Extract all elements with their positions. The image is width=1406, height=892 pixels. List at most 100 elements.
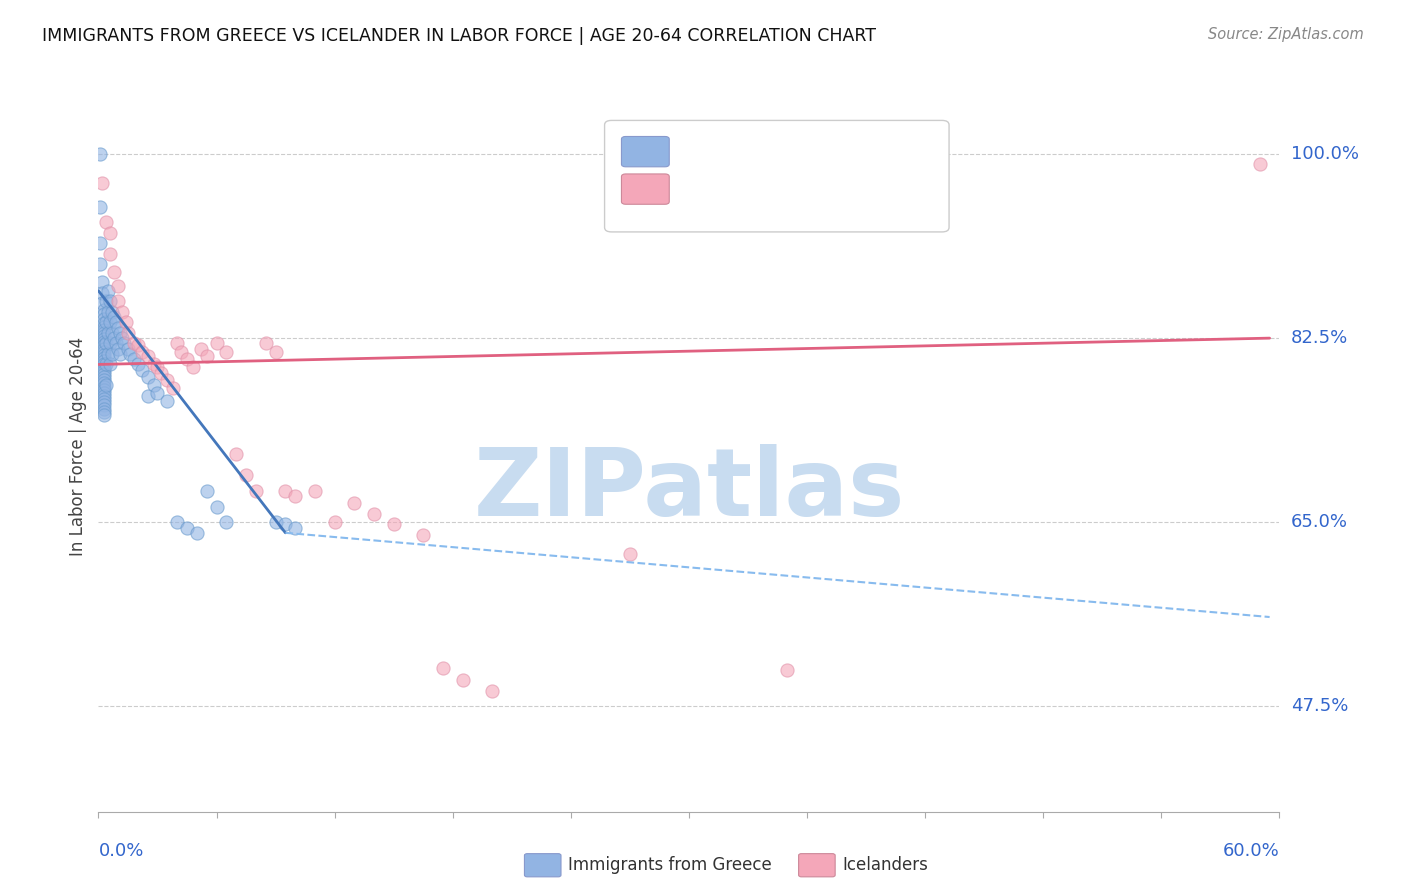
Point xyxy=(93,323,115,337)
Point xyxy=(142,358,165,372)
Point xyxy=(176,520,198,534)
Point xyxy=(93,307,115,321)
Point xyxy=(166,516,188,530)
Point xyxy=(93,373,115,387)
Point xyxy=(93,358,115,372)
Point xyxy=(93,379,115,393)
Point xyxy=(235,467,257,482)
Point xyxy=(304,483,326,498)
Text: 65.0%: 65.0% xyxy=(1291,513,1347,532)
Text: R =  0.095   N = 46: R = 0.095 N = 46 xyxy=(676,180,883,198)
Point xyxy=(93,302,115,317)
Point xyxy=(93,354,115,368)
Point xyxy=(96,315,118,329)
Point xyxy=(363,507,385,521)
Point xyxy=(181,359,204,374)
Point xyxy=(190,342,212,356)
Point xyxy=(284,520,307,534)
Point xyxy=(93,383,115,397)
Point xyxy=(96,215,118,229)
Point xyxy=(91,177,114,191)
Point xyxy=(136,389,159,403)
Text: Icelanders: Icelanders xyxy=(842,856,928,874)
Point xyxy=(93,351,115,365)
Point xyxy=(93,344,115,359)
Text: R = -0.373   N = 86: R = -0.373 N = 86 xyxy=(676,143,883,161)
Point xyxy=(115,315,138,329)
Point xyxy=(274,517,297,532)
Point xyxy=(98,336,121,351)
Point xyxy=(254,336,277,351)
Point xyxy=(105,336,128,351)
Point xyxy=(343,496,366,510)
Point xyxy=(146,359,169,374)
Point xyxy=(93,405,115,419)
Point xyxy=(96,294,118,309)
Text: ZIPatlas: ZIPatlas xyxy=(474,444,904,536)
Point xyxy=(93,329,115,343)
Point xyxy=(481,683,503,698)
Point xyxy=(93,326,115,340)
Point xyxy=(98,315,121,329)
Point xyxy=(112,336,135,351)
Point xyxy=(117,342,139,356)
Point xyxy=(96,378,118,392)
Point xyxy=(225,447,247,461)
Point xyxy=(97,305,120,319)
Point xyxy=(93,348,115,362)
Point xyxy=(619,547,641,561)
Point xyxy=(215,344,238,359)
Point xyxy=(93,312,115,326)
Point xyxy=(96,336,118,351)
Point xyxy=(245,483,267,498)
Point xyxy=(1249,157,1271,171)
Point xyxy=(156,373,179,387)
Point xyxy=(97,284,120,298)
Y-axis label: In Labor Force | Age 20-64: In Labor Force | Age 20-64 xyxy=(69,336,87,556)
Point xyxy=(96,358,118,372)
Point xyxy=(93,338,115,352)
Point xyxy=(107,342,129,356)
Text: 60.0%: 60.0% xyxy=(1223,842,1279,860)
Point xyxy=(108,326,131,340)
Point xyxy=(101,326,124,340)
Point xyxy=(93,317,115,331)
Point xyxy=(93,389,115,403)
Point xyxy=(91,276,114,290)
Point xyxy=(98,294,121,309)
Point xyxy=(776,663,799,677)
Point xyxy=(195,349,218,363)
Point xyxy=(142,378,165,392)
Point xyxy=(111,305,134,319)
Point xyxy=(93,399,115,413)
Point xyxy=(156,394,179,409)
Point xyxy=(93,408,115,422)
Point xyxy=(107,320,129,334)
Point xyxy=(195,483,218,498)
Point xyxy=(107,278,129,293)
Point xyxy=(111,331,134,345)
Point xyxy=(89,200,111,214)
Point xyxy=(136,370,159,384)
Point xyxy=(108,347,131,361)
Point xyxy=(93,364,115,378)
Point xyxy=(93,395,115,409)
Point xyxy=(93,360,115,375)
Point xyxy=(98,358,121,372)
Point xyxy=(131,362,153,376)
Point xyxy=(98,247,121,261)
Point xyxy=(264,344,287,359)
Point xyxy=(186,525,208,540)
Point xyxy=(176,352,198,367)
Point xyxy=(127,358,149,372)
Point xyxy=(205,336,228,351)
Text: 47.5%: 47.5% xyxy=(1291,698,1348,715)
Text: 0.0%: 0.0% xyxy=(98,842,143,860)
Point xyxy=(117,326,139,340)
Point xyxy=(97,326,120,340)
Text: IMMIGRANTS FROM GREECE VS ICELANDER IN LABOR FORCE | AGE 20-64 CORRELATION CHART: IMMIGRANTS FROM GREECE VS ICELANDER IN L… xyxy=(42,27,876,45)
Text: 100.0%: 100.0% xyxy=(1291,145,1358,163)
Text: 82.5%: 82.5% xyxy=(1291,329,1348,347)
Point xyxy=(264,516,287,530)
Point xyxy=(122,336,145,351)
